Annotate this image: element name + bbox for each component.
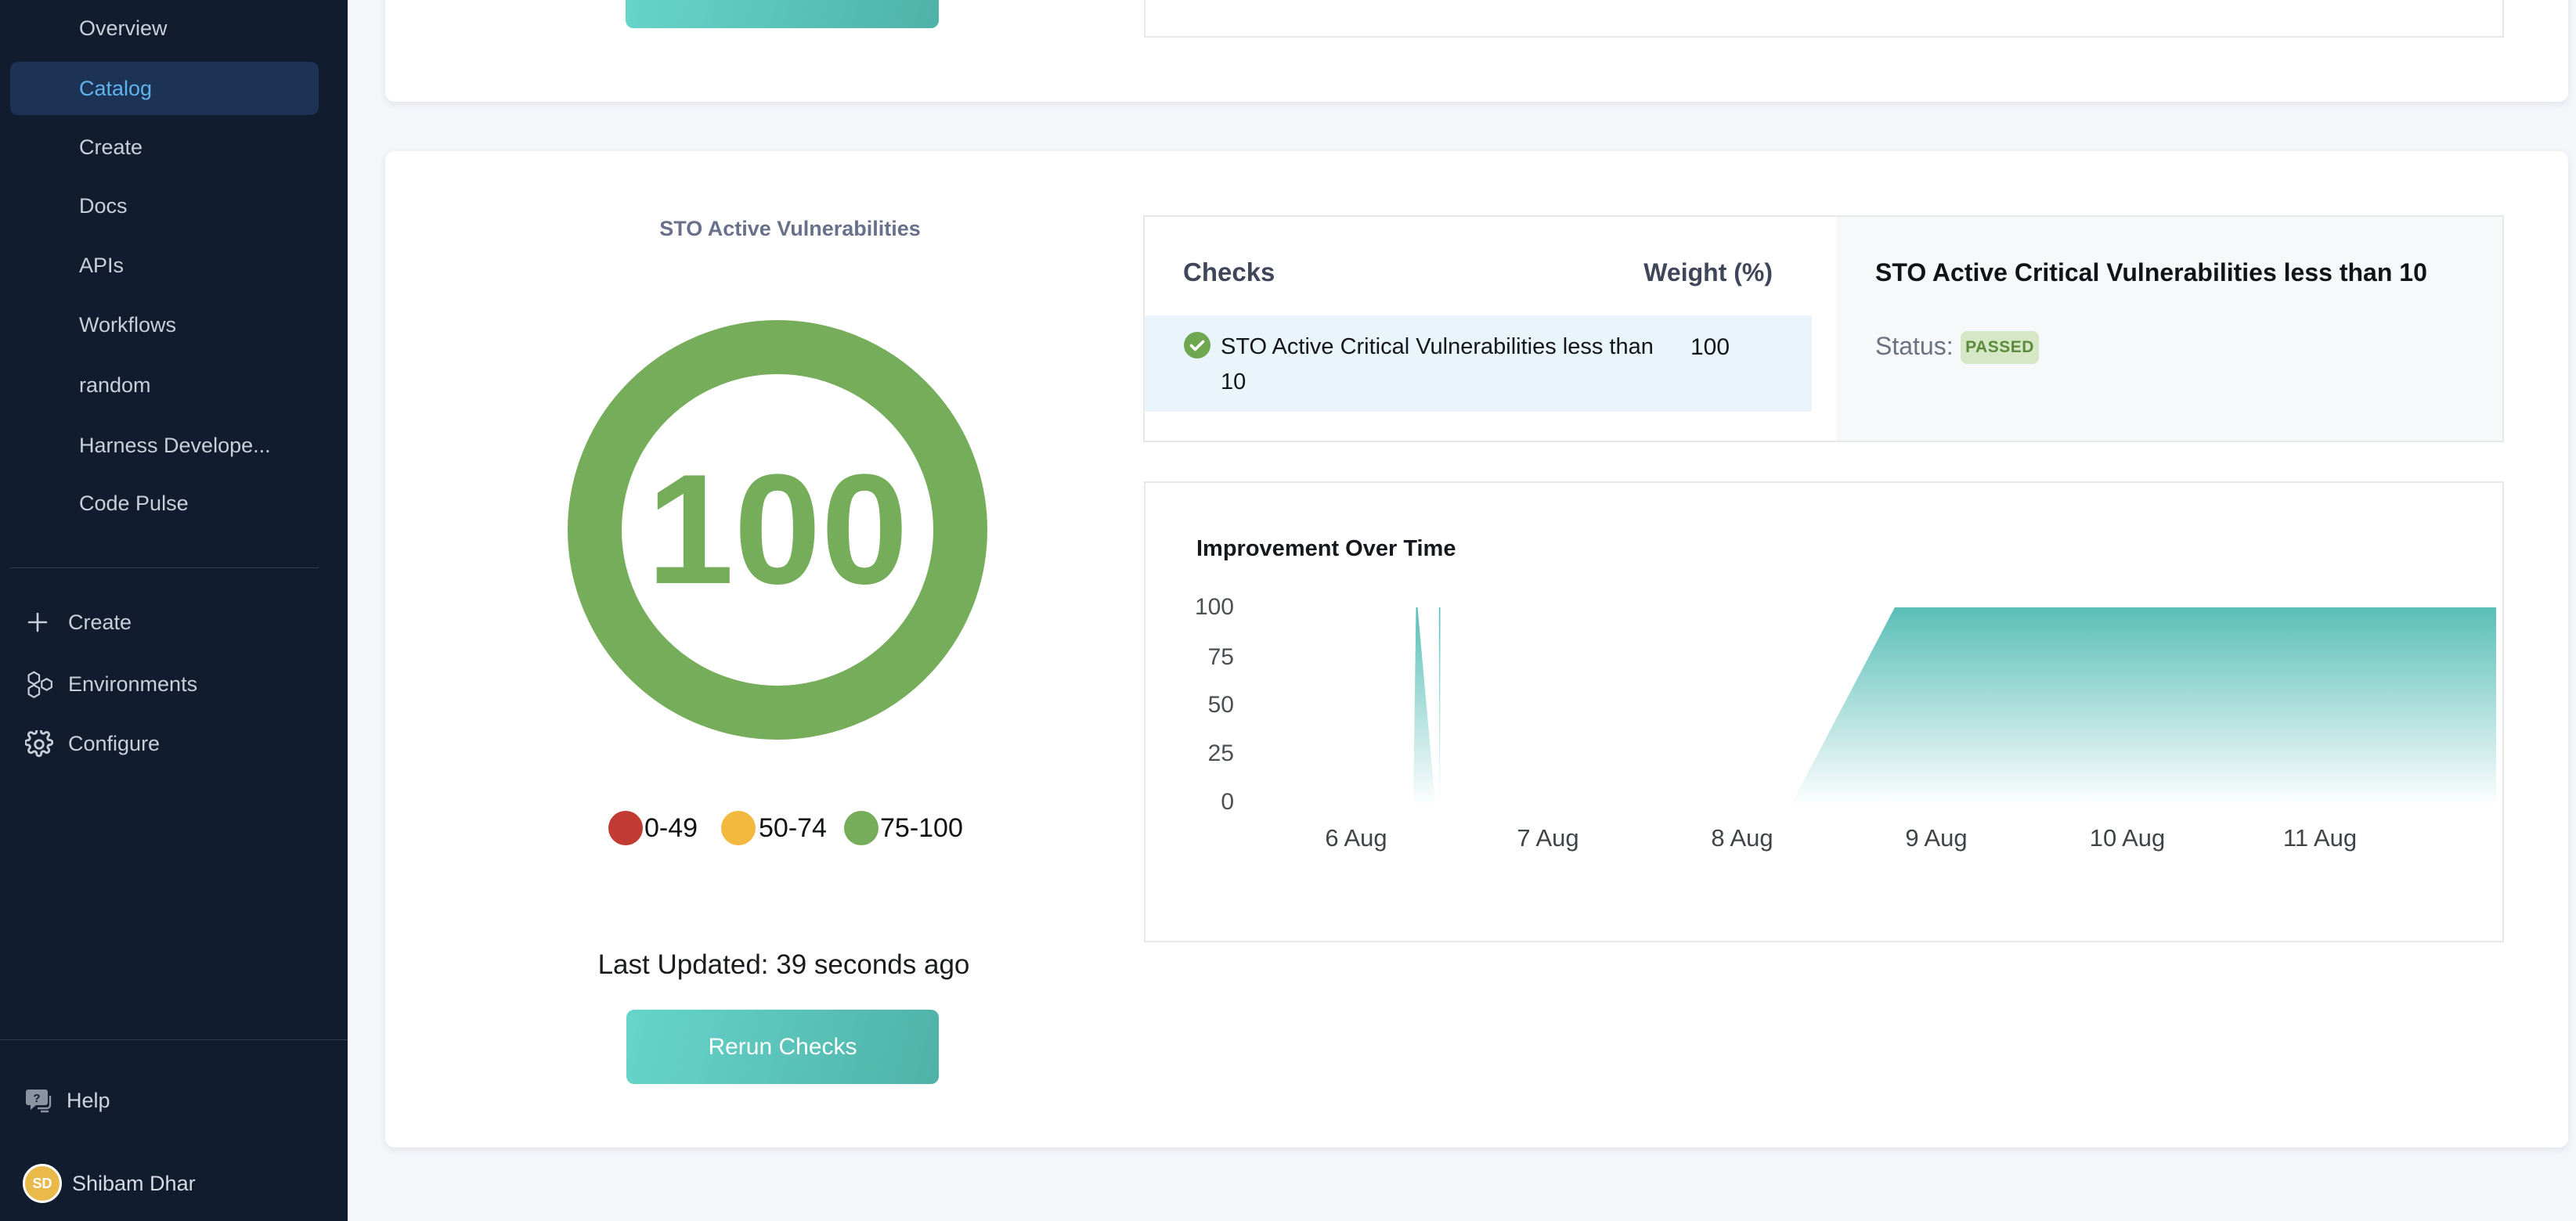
svg-text:?: ?	[33, 1092, 40, 1105]
